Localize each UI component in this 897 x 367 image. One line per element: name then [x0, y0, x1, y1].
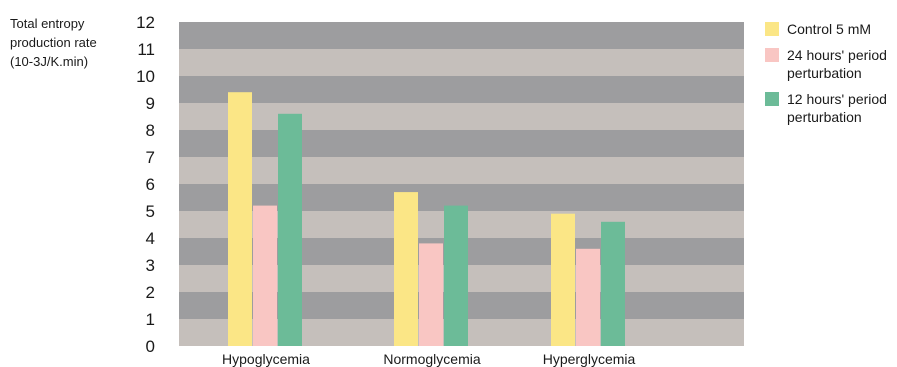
- y-tick-label: 6: [146, 175, 155, 194]
- bar-hyperglycemia-series-2: [601, 221, 625, 346]
- legend-label: perturbation: [787, 65, 862, 81]
- x-axis-ticks: Hypoglycemia Normoglycemia Hyperglycemia: [222, 351, 635, 367]
- background-band: [179, 130, 744, 157]
- y-tick-label: 10: [136, 67, 155, 86]
- legend-label: 24 hours' period: [787, 47, 887, 63]
- background-band: [179, 157, 744, 184]
- y-tick-label: 3: [146, 256, 155, 275]
- y-axis-label-line: production rate: [10, 35, 97, 50]
- legend: Control 5 mM 24 hours' period perturbati…: [765, 20, 895, 134]
- y-tick-label: 9: [146, 94, 155, 113]
- legend-swatch-24h: [765, 48, 779, 62]
- y-tick-label: 2: [146, 283, 155, 302]
- bar-normoglycemia-series-0: [394, 192, 418, 346]
- y-tick-label: 11: [137, 40, 155, 59]
- y-tick-label: 5: [146, 202, 155, 221]
- y-tick-label: 0: [146, 337, 155, 356]
- background-band: [179, 22, 744, 49]
- background-band: [179, 103, 744, 130]
- bar-normoglycemia-series-1: [419, 243, 443, 346]
- y-tick-label: 12: [136, 13, 155, 32]
- y-tick-label: 4: [146, 229, 155, 248]
- y-tick-label: 8: [146, 121, 155, 140]
- bar-normoglycemia-series-2: [444, 205, 468, 346]
- bar-hypoglycemia-series-0: [228, 92, 252, 346]
- legend-label: perturbation: [787, 109, 862, 125]
- y-axis-label: Total entropy production rate (10-3J/K.m…: [10, 14, 140, 71]
- legend-item-control: Control 5 mM: [765, 20, 895, 38]
- bar-hyperglycemia-series-1: [576, 248, 600, 346]
- y-tick-label: 7: [146, 148, 155, 167]
- x-tick-label: Hyperglycemia: [543, 351, 636, 367]
- legend-item-24h: 24 hours' period perturbation: [765, 46, 895, 82]
- legend-label: Control 5 mM: [787, 21, 872, 37]
- legend-item-12h: 12 hours' period perturbation: [765, 90, 895, 126]
- background-band: [179, 49, 744, 76]
- y-axis-label-line: (10-3J/K.min): [10, 54, 89, 69]
- x-tick-label: Normoglycemia: [383, 351, 480, 367]
- bars: [228, 92, 625, 346]
- y-tick-label: 1: [146, 310, 155, 329]
- bar-hypoglycemia-series-1: [253, 205, 277, 346]
- y-axis-label-line: Total entropy: [10, 16, 85, 31]
- x-tick-label: Hypoglycemia: [222, 351, 310, 367]
- bar-hypoglycemia-series-2: [278, 113, 302, 346]
- legend-swatch-control: [765, 22, 779, 36]
- legend-swatch-12h: [765, 92, 779, 106]
- background-band: [179, 76, 744, 103]
- legend-label: 12 hours' period: [787, 91, 887, 107]
- bar-hyperglycemia-series-0: [551, 213, 575, 346]
